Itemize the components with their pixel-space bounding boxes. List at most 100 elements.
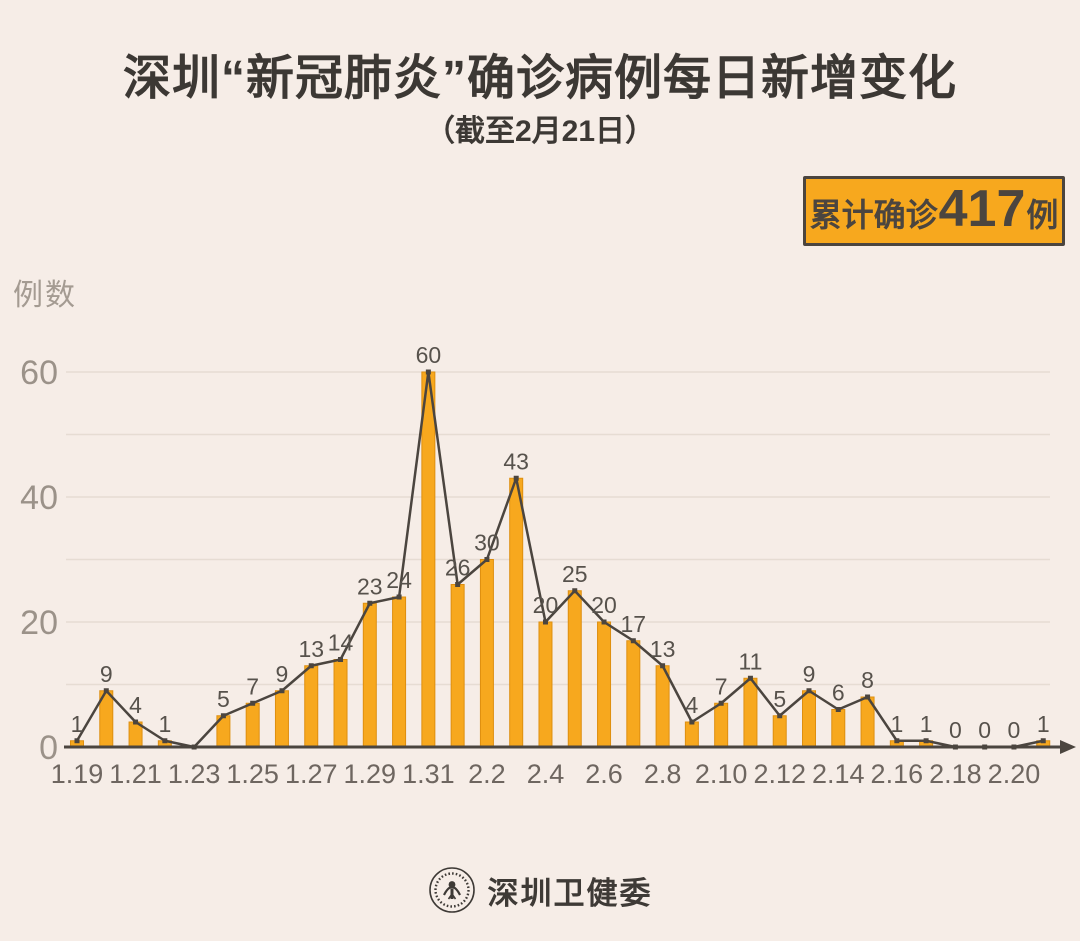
data-point-marker [103, 688, 109, 694]
x-tick-label: 1.29 [344, 759, 397, 789]
data-point-marker [718, 700, 724, 706]
x-tick-label: 2.18 [929, 759, 982, 789]
x-tick-label: 2.20 [988, 759, 1041, 789]
value-label: 13 [298, 636, 324, 662]
bar [450, 584, 465, 748]
data-point-marker [396, 594, 402, 600]
x-tick-label: 1.19 [51, 759, 104, 789]
value-label: 6 [832, 680, 845, 706]
bar [772, 715, 787, 748]
data-point-marker [425, 369, 431, 375]
x-tick-label: 2.16 [871, 759, 924, 789]
value-label: 1 [1037, 711, 1050, 737]
data-point-marker [923, 738, 929, 744]
bar [362, 602, 377, 748]
bar [626, 640, 641, 748]
badge-total-value: 417 [938, 180, 1026, 238]
x-tick-label: 2.2 [468, 759, 506, 789]
data-point-marker [338, 657, 344, 662]
x-tick-label: 1.27 [285, 759, 338, 789]
value-label: 4 [129, 692, 142, 718]
bar [831, 709, 846, 748]
value-label: 1 [890, 711, 903, 737]
x-tick-label: 2.14 [812, 759, 865, 789]
data-point-marker [513, 475, 519, 481]
value-label: 24 [386, 567, 412, 593]
value-label: 0 [978, 717, 991, 743]
y-axis-title: 例数 [13, 279, 77, 312]
bar [684, 721, 699, 748]
value-label: 11 [738, 648, 762, 674]
y-tick-label: 60 [20, 354, 58, 392]
data-point-marker [279, 688, 285, 694]
footer: 深圳卫健委 [0, 866, 1080, 914]
bar [509, 477, 524, 748]
x-tick-label: 2.8 [644, 759, 682, 789]
data-point-marker [660, 663, 666, 669]
data-point-marker [952, 744, 958, 750]
bar [421, 371, 436, 748]
y-tick-label: 0 [39, 729, 58, 767]
value-label: 60 [416, 342, 442, 368]
value-label: 7 [715, 673, 728, 699]
data-point-marker [601, 619, 607, 625]
x-tick-label: 2.10 [695, 759, 748, 789]
value-label: 13 [650, 636, 676, 662]
bar [655, 665, 670, 748]
value-label: 9 [276, 661, 289, 687]
data-point-marker [484, 557, 490, 562]
y-tick-label: 40 [20, 479, 58, 517]
value-label: 25 [562, 561, 588, 587]
data-point-marker [894, 738, 900, 744]
data-point-marker [1011, 744, 1017, 750]
bar [274, 690, 289, 748]
page-title: 深圳“新冠肺炎”确诊病例每日新增变化 [122, 52, 957, 105]
value-label: 20 [591, 592, 617, 618]
value-label: 9 [100, 661, 113, 687]
value-label: 5 [217, 686, 230, 712]
value-label: 8 [861, 667, 874, 693]
bar [567, 590, 582, 748]
data-point-marker [455, 582, 461, 587]
bar [802, 690, 816, 748]
data-point-marker [220, 713, 226, 719]
data-point-marker [806, 688, 812, 694]
bar [333, 659, 348, 748]
bar [479, 559, 494, 748]
bar [538, 621, 553, 748]
data-point-marker [250, 700, 256, 706]
value-label: 1 [158, 711, 171, 737]
bar [245, 702, 260, 748]
value-label: 26 [445, 555, 471, 581]
data-point-marker [308, 663, 314, 669]
value-label: 0 [949, 717, 962, 743]
value-label: 7 [246, 673, 259, 699]
bar [714, 702, 729, 748]
data-point-marker [1040, 738, 1046, 744]
data-point-marker [777, 713, 783, 719]
data-point-marker [865, 694, 871, 700]
y-tick-label: 20 [20, 604, 58, 642]
value-label: 5 [773, 686, 786, 712]
bar [304, 665, 319, 748]
x-tick-label: 1.23 [168, 759, 221, 789]
x-tick-label: 2.4 [527, 759, 565, 789]
data-point-marker [367, 600, 373, 606]
data-point-marker [162, 738, 168, 744]
data-point-marker [74, 738, 80, 744]
x-tick-label: 1.31 [402, 759, 455, 789]
data-point-marker [835, 707, 841, 712]
data-point-marker [982, 744, 988, 750]
data-point-marker [572, 588, 578, 594]
x-tick-label: 2.6 [585, 759, 623, 789]
value-label: 4 [685, 692, 698, 718]
cumulative-total-badge: 累计确诊 417 例 [803, 176, 1065, 246]
x-tick-label: 1.25 [226, 759, 279, 789]
data-point-marker [689, 719, 695, 725]
bar [743, 677, 758, 748]
value-label: 1 [920, 711, 933, 737]
data-point-marker [747, 675, 753, 681]
org-name: 深圳卫健委 [487, 875, 653, 911]
